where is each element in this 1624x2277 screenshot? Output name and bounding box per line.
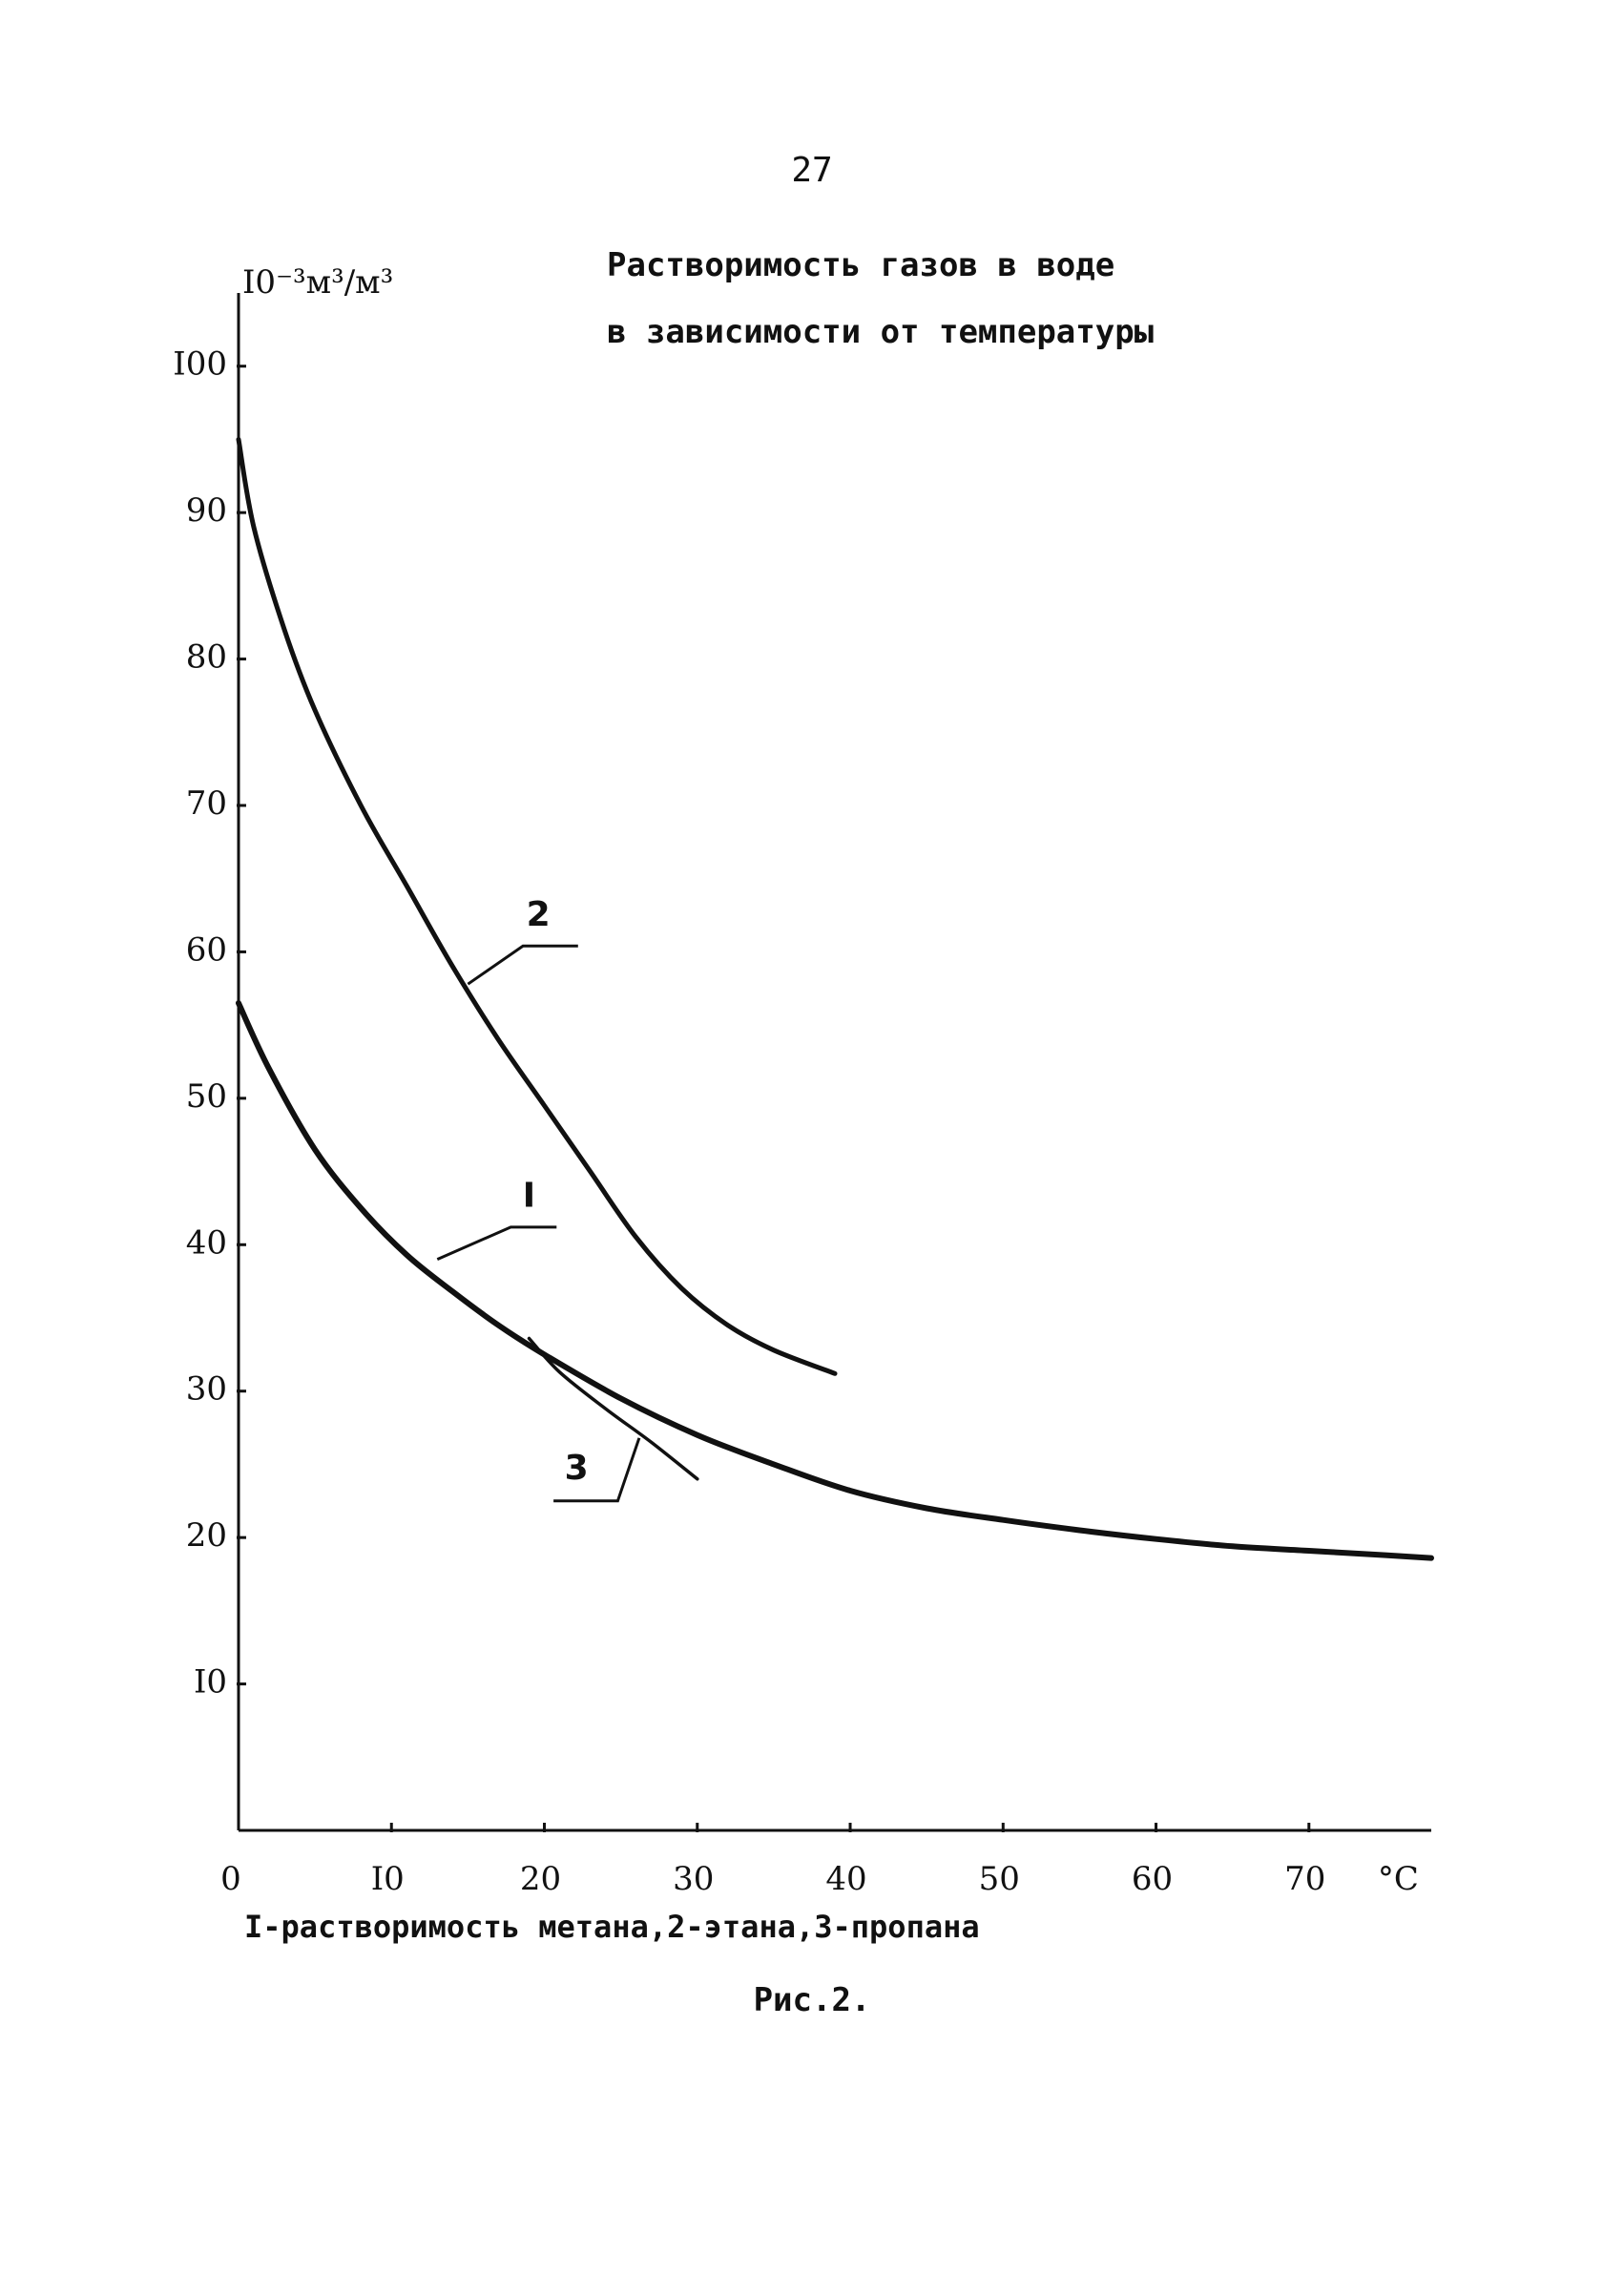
series-label-2: 2 (527, 895, 551, 934)
page-number: 27 (791, 151, 833, 190)
series-leader-line-3 (553, 1437, 641, 1503)
series-leader-line-1 (436, 1225, 557, 1261)
y-tick-label: 90 (186, 491, 227, 530)
x-tick-label: 20 (520, 1860, 561, 1898)
y-tick-label: 40 (186, 1223, 227, 1262)
series-leader-line-2 (467, 944, 578, 986)
y-tick-label: 50 (186, 1077, 227, 1116)
x-tick-label: 40 (825, 1860, 866, 1898)
series-label-3: 3 (565, 1449, 589, 1488)
x-axis-unit-label: °C (1378, 1860, 1419, 1898)
chart-title-line-2: в зависимости от температуры (607, 313, 1155, 351)
y-tick-label: 80 (186, 638, 227, 677)
figure-label: Рис.2. (753, 1981, 871, 2019)
x-tick-label: I0 (371, 1860, 405, 1898)
series-curves: I 2 3 (236, 436, 1434, 1561)
series-curve-3 (527, 1336, 699, 1481)
y-tick-label: I0 (194, 1663, 227, 1702)
y-axis-ticks: I0 20 30 40 50 60 70 80 90 I00 (173, 345, 246, 1702)
chart-title-line-1: Растворимость газов в воде (607, 246, 1115, 284)
y-tick-label: I00 (173, 345, 227, 384)
x-tick-label: 70 (1284, 1860, 1325, 1898)
figure-caption: I-растворимость метана,2-этана,3-пропана (244, 1909, 980, 1945)
x-tick-label: 30 (673, 1860, 714, 1898)
series-label-1: I (523, 1176, 535, 1215)
y-axis-unit-label: I0⁻³м³/м³ (242, 263, 393, 302)
y-tick-label: 70 (186, 784, 227, 823)
x-tick-label: 0 (220, 1860, 241, 1898)
y-tick-label: 30 (186, 1370, 227, 1409)
x-axis-ticks: 0 I0 20 30 40 50 60 70 (220, 1823, 1325, 1898)
y-tick-label: 20 (186, 1516, 227, 1555)
series-curve-1 (236, 1000, 1434, 1561)
series-curve-2 (236, 436, 838, 1376)
x-tick-label: 50 (979, 1860, 1020, 1898)
x-tick-label: 60 (1132, 1860, 1173, 1898)
y-tick-label: 60 (186, 930, 227, 969)
